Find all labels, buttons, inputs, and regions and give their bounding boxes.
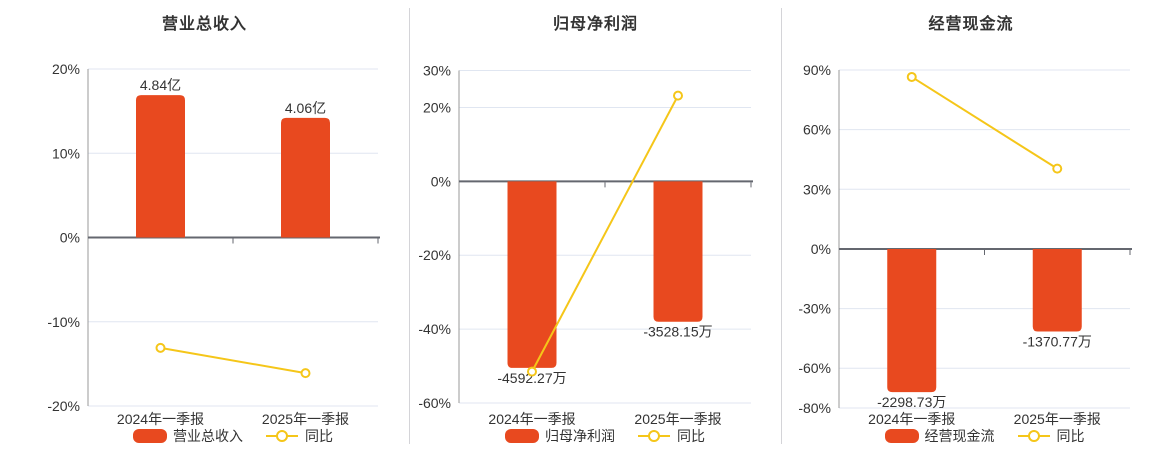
yoy-point-2024年一季报[interactable] xyxy=(906,71,917,82)
y-axis-label: 90% xyxy=(803,62,831,78)
x-axis-label: 2025年一季报 xyxy=(262,411,349,427)
y-axis-label: 0% xyxy=(60,230,80,246)
chart-title-net-profit: 归母净利润 xyxy=(552,16,638,33)
y-axis-label: 60% xyxy=(803,122,831,138)
legend-net-profit: 归母净利润 同比 xyxy=(459,427,751,445)
chart-panel-net-profit: 归母净利润 30% 20% 0% -20% -40% -60% -4592.27万 -3528… xyxy=(410,0,781,450)
bar-value-label: -2298.73万 xyxy=(877,394,946,410)
y-axis-label: -80% xyxy=(798,400,831,416)
bar-value-label: 4.84亿 xyxy=(140,77,181,93)
yoy-line[interactable] xyxy=(911,76,1058,170)
bar-legend-swatch[interactable] xyxy=(884,429,919,443)
bar-value-label: -1370.77万 xyxy=(1023,333,1092,349)
bar-2025年一季报[interactable] xyxy=(653,181,703,322)
y-axis-label: -20% xyxy=(47,398,80,414)
bar-2024年一季报[interactable] xyxy=(136,95,185,238)
yoy-line[interactable] xyxy=(160,346,306,375)
y-axis-label: -60% xyxy=(798,360,831,376)
line-legend-label[interactable]: 同比 xyxy=(677,428,705,444)
y-axis-label: 30% xyxy=(423,63,451,79)
bar-2025年一季报[interactable] xyxy=(1032,248,1082,332)
chart-canvas-net-profit: 30% 20% 0% -20% -40% -60% -4592.27万 -3528.15万 20… xyxy=(418,63,753,427)
chart-canvas-revenue: 20% 10% 0% -10% -20% 4.84亿 4.06亿 2024年一季报 2025年一… xyxy=(47,61,380,427)
x-axis-label: 2025年一季报 xyxy=(1014,411,1101,427)
yoy-point-2025年一季报[interactable] xyxy=(300,368,311,379)
bar-legend-label[interactable]: 归母净利润 xyxy=(545,428,615,444)
y-axis-label: 0% xyxy=(811,241,831,257)
bar-value-label: -3528.15万 xyxy=(643,324,712,340)
chart-title-revenue: 营业总收入 xyxy=(161,16,247,33)
bar-2025年一季报[interactable] xyxy=(281,117,330,238)
bar-legend-swatch[interactable] xyxy=(505,429,539,443)
yoy-line[interactable] xyxy=(531,95,679,373)
line-legend-icon[interactable] xyxy=(637,429,671,443)
yoy-point-2024年一季报[interactable] xyxy=(527,366,537,377)
y-axis-label: 20% xyxy=(423,99,451,115)
line-legend-icon[interactable] xyxy=(265,429,299,443)
y-axis-label: -20% xyxy=(418,247,451,263)
line-legend-label[interactable]: 同比 xyxy=(1056,428,1085,444)
chart-title-cash-flow: 经营现金流 xyxy=(928,16,1014,33)
chart-panel-cash-flow: 经营现金流 90% 60% 30% 0% -30% -60% -80% -2298.73万 -1… xyxy=(782,0,1160,450)
chart-canvas-cash-flow: 90% 60% 30% 0% -30% -60% -80% -2298.73万 -1370.77… xyxy=(798,62,1132,427)
bar-legend-swatch[interactable] xyxy=(133,429,167,443)
y-axis-label: -60% xyxy=(418,395,451,411)
line-legend-label[interactable]: 同比 xyxy=(305,428,333,444)
legend-revenue: 营业总收入 同比 xyxy=(88,427,378,445)
yoy-point-2025年一季报[interactable] xyxy=(673,90,683,101)
y-axis-label: 20% xyxy=(52,61,80,77)
x-axis-label: 2024年一季报 xyxy=(868,411,955,427)
x-axis-label: 2024年一季报 xyxy=(488,411,575,427)
y-axis-label: -10% xyxy=(47,314,80,330)
panel-divider xyxy=(409,8,410,444)
bar-legend-label[interactable]: 营业总收入 xyxy=(173,428,243,444)
line-legend-icon[interactable] xyxy=(1017,429,1051,443)
bar-2024年一季报[interactable] xyxy=(507,181,557,368)
yoy-point-2025年一季报[interactable] xyxy=(1052,163,1063,174)
bar-legend-label[interactable]: 经营现金流 xyxy=(924,428,995,444)
x-axis-label: 2025年一季报 xyxy=(634,411,721,427)
y-axis-label: 0% xyxy=(431,173,451,189)
panel-divider xyxy=(781,8,782,444)
yoy-point-2024年一季报[interactable] xyxy=(155,342,166,353)
chart-panel-revenue: 营业总收入 20% 10% 0% -10% -20% 4.84亿 4.06亿 2024年一季报… xyxy=(0,0,409,450)
y-axis-label: 30% xyxy=(803,181,831,197)
y-axis-label: -30% xyxy=(798,301,831,317)
legend-cash-flow: 经营现金流 同比 xyxy=(839,427,1130,445)
bar-value-label: 4.06亿 xyxy=(285,100,326,116)
bar-value-label: -4592.27万 xyxy=(497,370,566,386)
y-axis-label: 10% xyxy=(52,145,80,161)
x-axis-label: 2024年一季报 xyxy=(117,411,204,427)
y-axis-label: -40% xyxy=(418,321,451,337)
bar-2024年一季报[interactable] xyxy=(887,248,937,393)
